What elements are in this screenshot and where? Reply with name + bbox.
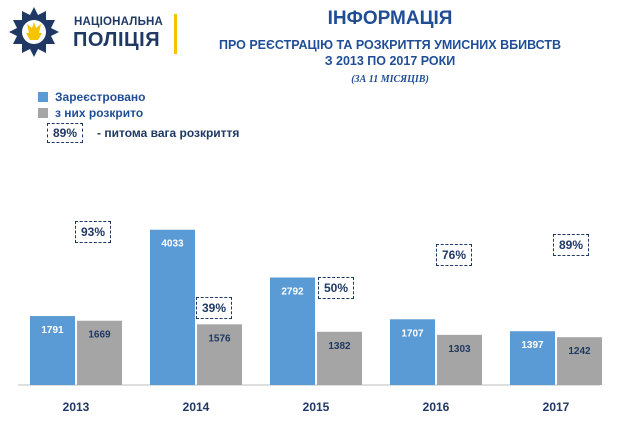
police-badge-icon (9, 7, 59, 57)
legend-item-solved: з них розкрито (38, 106, 143, 120)
page-subtitle: ПРО РЕЄСТРАЦІЮ ТА РОЗКРИТТЯ УМИСНИХ ВБИВ… (180, 37, 600, 69)
subtitle-line1: ПРО РЕЄСТРАЦІЮ ТА РОЗКРИТТЯ УМИСНИХ ВБИВ… (218, 38, 562, 52)
subtitle-line2: З 2013 ПО 2017 РОКИ (324, 54, 456, 68)
logo-line2: ПОЛІЦІЯ (73, 29, 161, 51)
x-tick-label: 2016 (423, 400, 450, 414)
x-tick-label: 2017 (543, 400, 570, 414)
bar-registered (270, 277, 315, 385)
x-tick-label: 2014 (183, 400, 210, 414)
value-label-registered: 2792 (281, 287, 304, 298)
bar-registered (30, 316, 75, 385)
legend-label-solved: з них розкрито (55, 106, 144, 120)
legend-label-registered: Зареєстровано (55, 90, 146, 104)
legend-ratio-example: 89% (47, 123, 84, 143)
value-label-solved: 1242 (568, 346, 591, 357)
value-label-registered: 1791 (41, 325, 64, 336)
ratio-label: 93% (75, 221, 112, 243)
logo-line1: НАЦІОНАЛЬНА (74, 16, 164, 28)
legend-swatch-solved (38, 108, 48, 118)
logo-divider (174, 14, 177, 54)
ratio-label: 76% (436, 244, 473, 266)
value-label-solved: 1382 (328, 341, 351, 352)
bar-solved (317, 331, 362, 385)
bar-registered (150, 229, 195, 385)
value-label-registered: 1707 (401, 328, 424, 339)
value-label-solved: 1669 (88, 330, 111, 341)
bar-solved (437, 334, 482, 385)
value-label-registered: 1397 (521, 340, 544, 351)
bar-registered (390, 319, 435, 385)
ratio-label: 50% (318, 277, 355, 299)
bar-solved (77, 320, 122, 385)
ratio-label: 39% (196, 297, 233, 319)
period-note: (ЗА 11 МІСЯЦІВ) (351, 74, 429, 85)
x-tick-label: 2013 (63, 400, 90, 414)
ratio-label: 89% (553, 234, 590, 256)
page-title: ІНФОРМАЦІЯ (327, 8, 453, 29)
bar-registered (510, 331, 555, 385)
legend-item-registered: Зареєстровано (38, 90, 146, 104)
legend-ratio-text: - питома вага розкриття (97, 126, 240, 140)
legend-swatch-registered (38, 92, 48, 102)
x-tick-label: 2015 (303, 400, 330, 414)
bar-solved (557, 337, 602, 385)
legend-ratio: 89% - питома вага розкриття (47, 123, 239, 143)
value-label-solved: 1576 (208, 333, 231, 344)
police-logo: НАЦІОНАЛЬНА ПОЛІЦІЯ (8, 6, 178, 58)
value-label-solved: 1303 (448, 344, 471, 355)
value-label-registered: 4033 (161, 239, 184, 250)
bar-solved (197, 324, 242, 385)
